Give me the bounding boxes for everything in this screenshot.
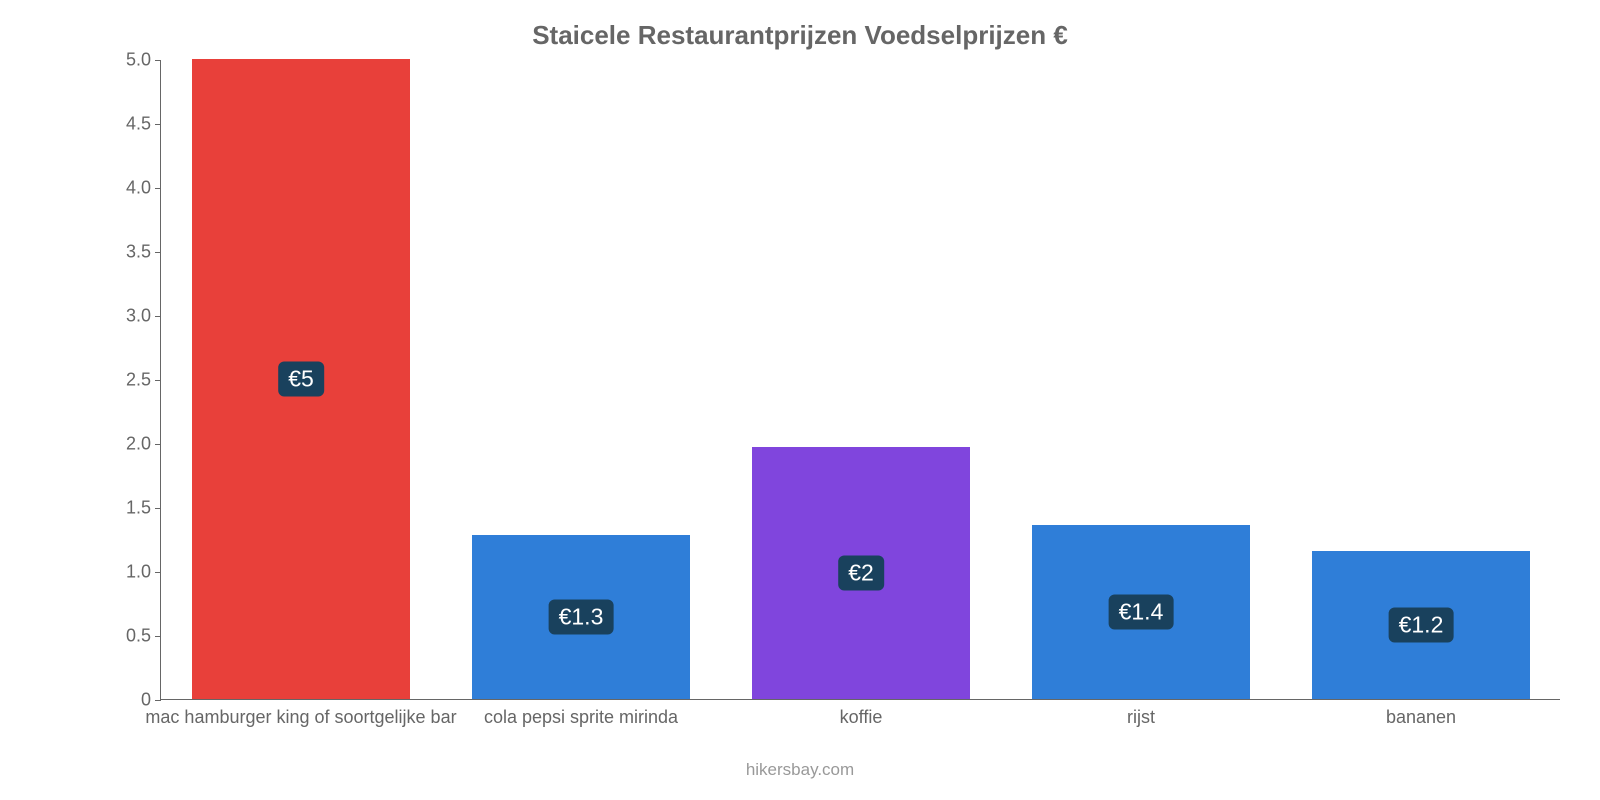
y-tick-label: 1.0 [126, 562, 161, 583]
y-tick-label: 4.0 [126, 178, 161, 199]
y-tick-label: 1.5 [126, 498, 161, 519]
chart-title: Staicele Restaurantprijzen Voedselprijze… [0, 20, 1600, 51]
y-tick-label: 5.0 [126, 50, 161, 71]
y-tick-label: 3.5 [126, 242, 161, 263]
plot-area: 00.51.01.52.02.53.03.54.04.55.0 €5€1.3€2… [160, 60, 1560, 700]
y-tick-label: 2.5 [126, 370, 161, 391]
x-tick-label: rijst [1127, 699, 1155, 728]
y-tick-label: 4.5 [126, 114, 161, 135]
bar: €2 [752, 447, 970, 699]
y-tick-label: 0.5 [126, 626, 161, 647]
bar-value-badge: €1.3 [549, 600, 614, 635]
bar: €1.2 [1312, 551, 1530, 699]
bar: €5 [192, 59, 410, 699]
bar: €1.4 [1032, 525, 1250, 699]
x-tick-label: mac hamburger king of soortgelijke bar [145, 699, 456, 728]
y-tick-label: 3.0 [126, 306, 161, 327]
x-tick-label: bananen [1386, 699, 1456, 728]
bar: €1.3 [472, 535, 690, 699]
bar-value-badge: €5 [278, 362, 324, 397]
x-tick-label: cola pepsi sprite mirinda [484, 699, 678, 728]
y-tick-label: 2.0 [126, 434, 161, 455]
attribution-text: hikersbay.com [0, 760, 1600, 780]
bar-value-badge: €1.2 [1389, 607, 1454, 642]
bar-value-badge: €2 [838, 555, 884, 590]
bar-value-badge: €1.4 [1109, 594, 1174, 629]
x-tick-label: koffie [840, 699, 883, 728]
